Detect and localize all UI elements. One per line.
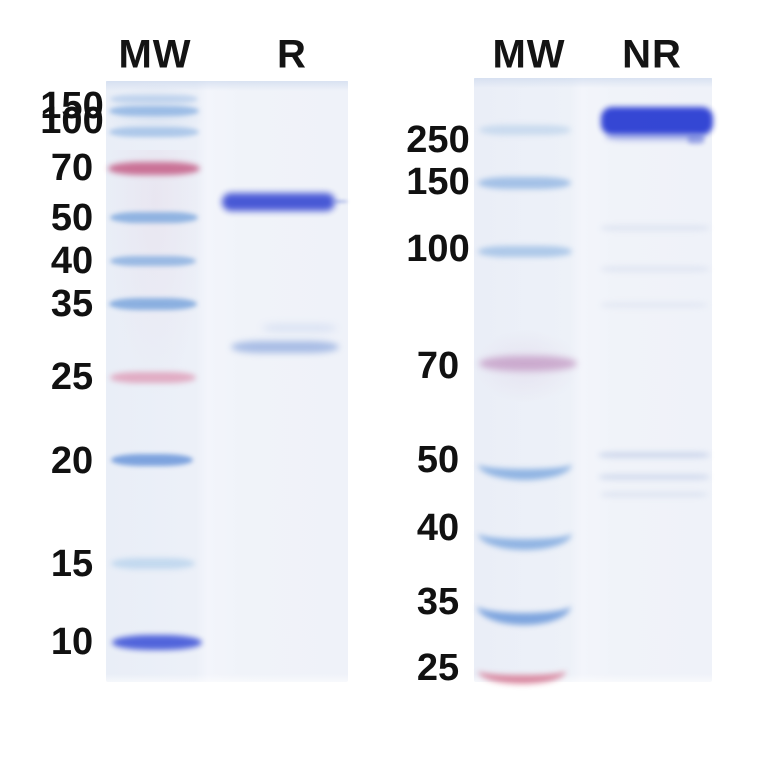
mw-ladder-band	[479, 356, 577, 371]
mw-ladder-band	[111, 454, 193, 466]
mw-marker-250: 250	[406, 119, 470, 161]
mw-ladder-band	[478, 516, 572, 550]
nr-streak	[600, 225, 710, 231]
mw-ladder-band	[109, 298, 197, 310]
r-faint-smear	[262, 324, 337, 332]
mw-marker-100: 100	[406, 228, 470, 270]
mw-ladder-band	[478, 177, 571, 189]
mw-ladder-band	[109, 106, 199, 116]
mw-ladder-band	[110, 372, 196, 383]
mw-ladder-band	[478, 448, 572, 480]
mw-ladder-band	[478, 658, 566, 684]
mw-marker-15: 15	[50, 543, 94, 585]
nr-streak	[598, 474, 710, 480]
mw-marker-70: 70	[416, 345, 460, 387]
nr-streak	[600, 492, 708, 497]
lane-label-nonreduced: NR	[622, 32, 682, 77]
mw-marker-100: 100	[40, 100, 104, 142]
lane-label-mw-right: MW	[492, 32, 566, 77]
mw-ladder-band	[111, 558, 195, 569]
r-main-band	[222, 193, 335, 211]
mw-ladder-band	[110, 256, 196, 266]
nr-under-glow	[605, 133, 705, 141]
mw-marker-10: 10	[50, 621, 94, 663]
nr-streak	[600, 266, 710, 272]
mw-marker-25: 25	[416, 647, 460, 689]
mw-marker-70: 70	[50, 147, 94, 189]
mw-ladder-band	[110, 95, 198, 103]
mw-ladder-band	[109, 127, 199, 137]
nr-streak	[598, 452, 710, 458]
mw-ladder-band	[112, 635, 202, 650]
nr-band-tail	[688, 134, 704, 144]
mw-ladder-band	[108, 162, 200, 175]
mw-ladder-band	[478, 246, 572, 257]
mw-marker-150: 150	[406, 161, 470, 203]
mw-ladder-band	[479, 125, 571, 135]
mw-marker-150: 150	[40, 85, 104, 127]
mw-marker-25: 25	[50, 356, 94, 398]
lane-label-mw-left: MW	[118, 32, 192, 77]
mw-marker-35: 35	[50, 283, 94, 325]
r-light-band	[231, 341, 339, 353]
nr-streak	[600, 302, 708, 308]
lane-label-reduced: R	[277, 32, 307, 77]
mw-marker-50: 50	[50, 197, 94, 239]
mw-marker-40: 40	[50, 240, 94, 282]
mw-ladder-band	[110, 212, 198, 223]
r-band-tail	[330, 200, 348, 203]
mw-ladder-band	[477, 586, 571, 625]
mw-marker-20: 20	[50, 440, 94, 482]
mw-marker-40: 40	[416, 507, 460, 549]
mw-marker-35: 35	[416, 581, 460, 623]
mw-marker-50: 50	[416, 439, 460, 481]
nr-main-band	[601, 107, 713, 135]
